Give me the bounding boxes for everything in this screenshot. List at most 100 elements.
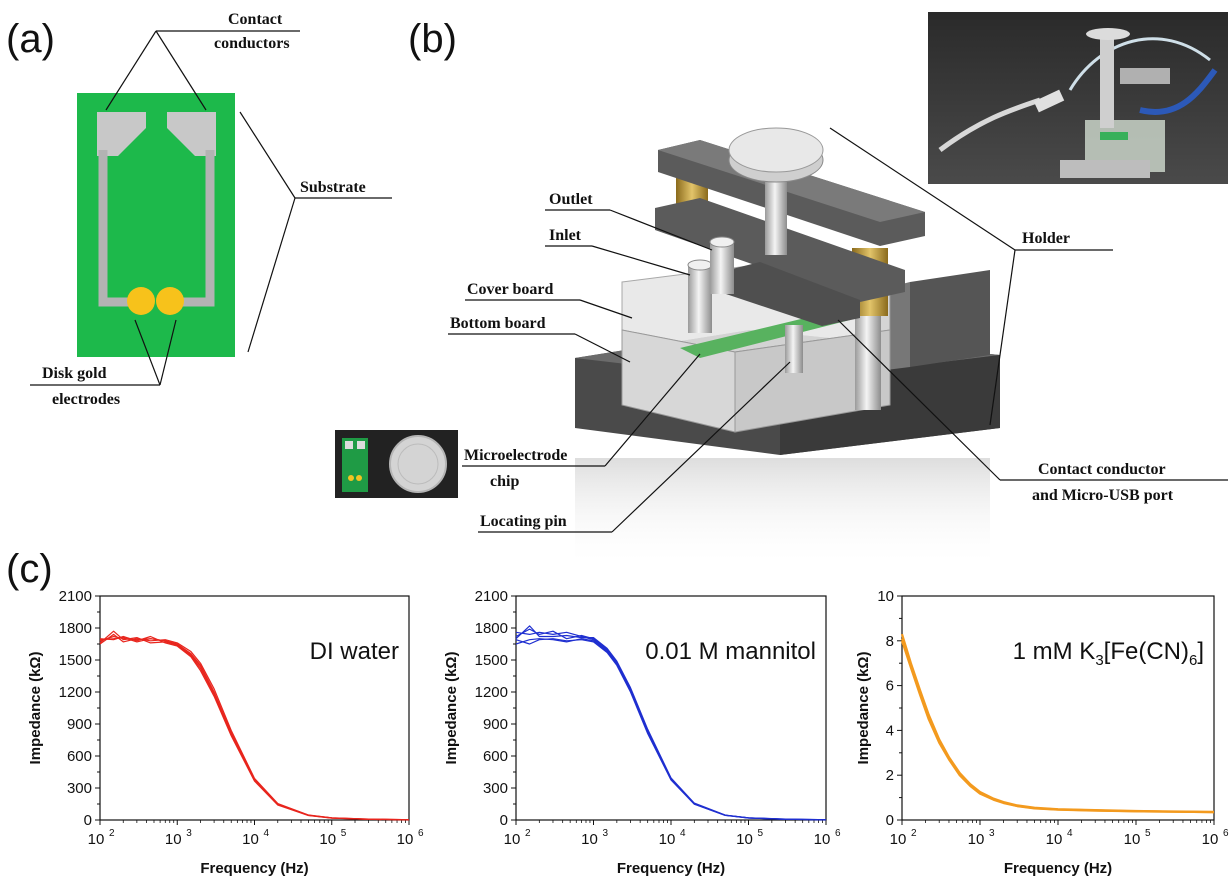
x-axis-title: Frequency (Hz) xyxy=(200,860,308,877)
panel-a-leaders xyxy=(30,30,392,386)
y-tick-label: 600 xyxy=(67,748,92,765)
y-tick-label: 300 xyxy=(67,780,92,797)
holder-rendering xyxy=(575,127,1000,568)
y-tick-label: 1500 xyxy=(475,652,508,669)
x-tick-label: 10 xyxy=(504,831,521,848)
y-tick-label: 1500 xyxy=(59,652,92,669)
x-tick-exponent: 4 xyxy=(1067,828,1073,839)
callout-contact-usb-1: Contact conductor xyxy=(1038,461,1166,478)
device-photo xyxy=(928,12,1228,184)
y-tick-label: 900 xyxy=(483,716,508,733)
x-tick-exponent: 3 xyxy=(186,828,192,839)
impedance-chart-3: 0 2 4 6 8 10 10 2 10 3 10 4 10 5 10 6 Frequency (Hz) Impe… xyxy=(855,588,1229,877)
contact-pad-right xyxy=(167,112,216,156)
callout-bottom-board: Bottom board xyxy=(450,315,546,332)
x-tick-label: 10 xyxy=(581,831,598,848)
y-tick-label: 600 xyxy=(483,748,508,765)
chip-shape xyxy=(680,312,850,358)
panel-a-label: (a) xyxy=(6,17,55,61)
panel-c-label: (c) xyxy=(6,547,53,591)
series-line-5 xyxy=(99,637,410,821)
y-axis-title: Impedance (kΩ) xyxy=(27,652,44,765)
y-axis-title: Impedance (kΩ) xyxy=(855,652,872,765)
gold-electrode-left xyxy=(127,287,155,315)
x-tick-exponent: 2 xyxy=(109,828,115,839)
plot-frame xyxy=(901,595,1215,821)
callout-outlet: Outlet xyxy=(549,191,593,208)
plot-frame xyxy=(515,595,827,821)
callout-inlet: Inlet xyxy=(549,227,582,244)
x-tick-label: 10 xyxy=(165,831,182,848)
x-tick-label: 10 xyxy=(736,831,753,848)
callout-disk-gold-2: electrodes xyxy=(52,391,120,408)
y-tick-label: 0 xyxy=(886,812,894,829)
callout-contact-conductors-1: Contact xyxy=(228,11,283,28)
y-tick-label: 1800 xyxy=(59,620,92,637)
electrode-chip-schematic xyxy=(77,93,235,357)
x-tick-label: 10 xyxy=(659,831,676,848)
y-tick-label: 8 xyxy=(886,633,894,650)
callout-contact-usb-2: and Micro-USB port xyxy=(1032,487,1174,504)
y-tick-label: 1800 xyxy=(475,620,508,637)
x-tick-label: 10 xyxy=(1124,831,1141,848)
gold-electrode-right xyxy=(156,287,184,315)
y-tick-label: 6 xyxy=(886,678,894,695)
x-axis-title: Frequency (Hz) xyxy=(617,860,725,877)
x-tick-exponent: 5 xyxy=(341,828,347,839)
x-tick-exponent: 4 xyxy=(680,828,686,839)
impedance-chart-2: 0 300 600 900 1200 1500 1800 2100 10 2 10 3 10 4 10 5 10… xyxy=(443,588,841,877)
x-tick-exponent: 4 xyxy=(264,828,270,839)
y-axis-title: Impedance (kΩ) xyxy=(443,652,460,765)
x-tick-label: 10 xyxy=(1046,831,1063,848)
chip-coin-photo xyxy=(335,430,458,498)
series-line-5 xyxy=(515,638,827,821)
callout-microelectrode-2: chip xyxy=(490,473,519,490)
series-line-2 xyxy=(900,640,1215,814)
x-tick-exponent: 3 xyxy=(603,828,609,839)
x-tick-label: 10 xyxy=(1202,831,1219,848)
callout-substrate: Substrate xyxy=(300,179,366,196)
callout-contact-conductors-2: conductors xyxy=(214,35,290,52)
y-tick-label: 1200 xyxy=(475,684,508,701)
x-tick-exponent: 6 xyxy=(1223,828,1229,839)
y-tick-label: 10 xyxy=(877,588,894,605)
x-tick-label: 10 xyxy=(890,831,907,848)
x-tick-exponent: 5 xyxy=(758,828,764,839)
x-tick-exponent: 2 xyxy=(911,828,917,839)
panel-b-leaders xyxy=(448,127,1228,533)
chart-annotation: DI water xyxy=(310,638,399,665)
x-tick-exponent: 6 xyxy=(835,828,841,839)
panel-b-label: (b) xyxy=(408,17,457,61)
impedance-chart-1: 0 300 600 900 1200 1500 1800 2100 10 2 10 3 10 4 10 5 10… xyxy=(27,588,424,877)
x-tick-label: 10 xyxy=(319,831,336,848)
plot-frame xyxy=(99,595,410,821)
callout-cover-board: Cover board xyxy=(467,281,553,298)
callout-microelectrode-1: Microelectrode xyxy=(464,447,567,464)
callout-disk-gold-1: Disk gold xyxy=(42,365,107,382)
callout-locating-pin: Locating pin xyxy=(480,513,567,530)
y-tick-label: 0 xyxy=(84,812,92,829)
chart-annotation: 1 mM K3[Fe(CN)6] xyxy=(1013,638,1204,669)
x-tick-label: 10 xyxy=(397,831,414,848)
y-tick-label: 300 xyxy=(483,780,508,797)
x-tick-exponent: 2 xyxy=(525,828,531,839)
y-tick-label: 2100 xyxy=(59,588,92,605)
x-tick-label: 10 xyxy=(968,831,985,848)
y-tick-label: 2 xyxy=(886,767,894,784)
x-tick-exponent: 5 xyxy=(1145,828,1151,839)
contact-pad-left xyxy=(97,112,146,156)
x-tick-exponent: 3 xyxy=(989,828,995,839)
y-tick-label: 900 xyxy=(67,716,92,733)
series-line-2 xyxy=(515,638,827,821)
y-tick-label: 0 xyxy=(500,812,508,829)
y-tick-label: 2100 xyxy=(475,588,508,605)
x-tick-label: 10 xyxy=(242,831,259,848)
x-tick-label: 10 xyxy=(814,831,831,848)
x-tick-label: 10 xyxy=(88,831,105,848)
chart-annotation: 0.01 M mannitol xyxy=(645,638,816,665)
callout-holder: Holder xyxy=(1022,230,1070,247)
series-line-3 xyxy=(900,638,1215,814)
y-tick-label: 4 xyxy=(886,722,894,739)
y-tick-label: 1200 xyxy=(59,684,92,701)
